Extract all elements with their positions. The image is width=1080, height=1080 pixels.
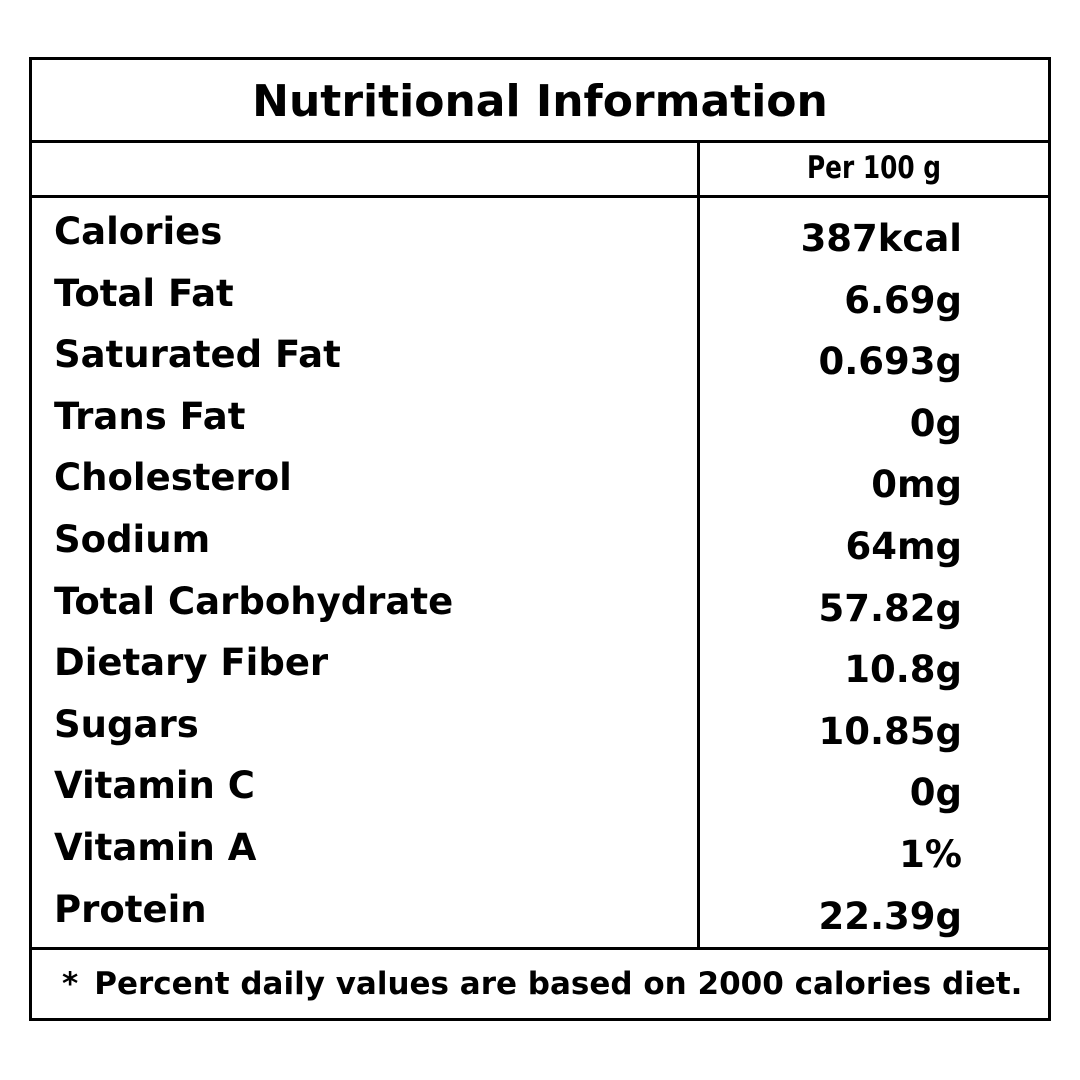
divider [32, 195, 1048, 198]
nutrient-value: 0g [909, 401, 962, 445]
nutrient-value: 57.82g [818, 586, 962, 630]
nutrient-name: Total Carbohydrate [54, 579, 454, 623]
nutrient-name: Protein [54, 887, 207, 931]
nutrient-name: Vitamin A [54, 826, 257, 869]
footnote-text: Percent daily values are based on 2000 c… [94, 966, 1023, 1002]
nutrient-name: Dietary Fiber [54, 641, 329, 685]
nutrient-name: Calories [54, 210, 223, 253]
nutrient-name: Cholesterol [54, 456, 292, 500]
nutrient-value: 0g [909, 771, 962, 815]
divider [32, 140, 1048, 143]
nutrient-value: 1% [899, 833, 962, 876]
nutrient-value: 6.69g [844, 278, 962, 322]
footnote: * Percent daily values are based on 2000 … [62, 966, 1022, 1002]
nutrient-value: 0.693g [818, 340, 962, 384]
nutrient-value: 64mg [845, 525, 962, 568]
nutrient-value: 22.39g [818, 894, 962, 938]
title: Nutritional Information [252, 76, 828, 127]
nutrient-name: Vitamin C [54, 764, 255, 808]
divider [32, 947, 1048, 950]
nutrient-name: Trans Fat [54, 394, 246, 438]
column-divider [697, 143, 700, 950]
nutrient-name: Saturated Fat [54, 333, 341, 377]
footnote-marker: * [62, 966, 79, 1002]
nutrient-value: 10.8g [844, 648, 962, 692]
column-header: Per 100 g [806, 150, 942, 186]
nutrient-value: 0mg [871, 463, 962, 507]
nutrient-value: 387kcal [800, 217, 962, 260]
nutrition-table: Nutritional Information Per 100 g Calori… [29, 57, 1051, 1021]
nutrient-value: 10.85g [818, 709, 962, 753]
nutrient-name: Total Fat [54, 271, 234, 315]
nutrient-name: Sugars [54, 702, 199, 746]
nutrient-name: Sodium [54, 518, 211, 561]
